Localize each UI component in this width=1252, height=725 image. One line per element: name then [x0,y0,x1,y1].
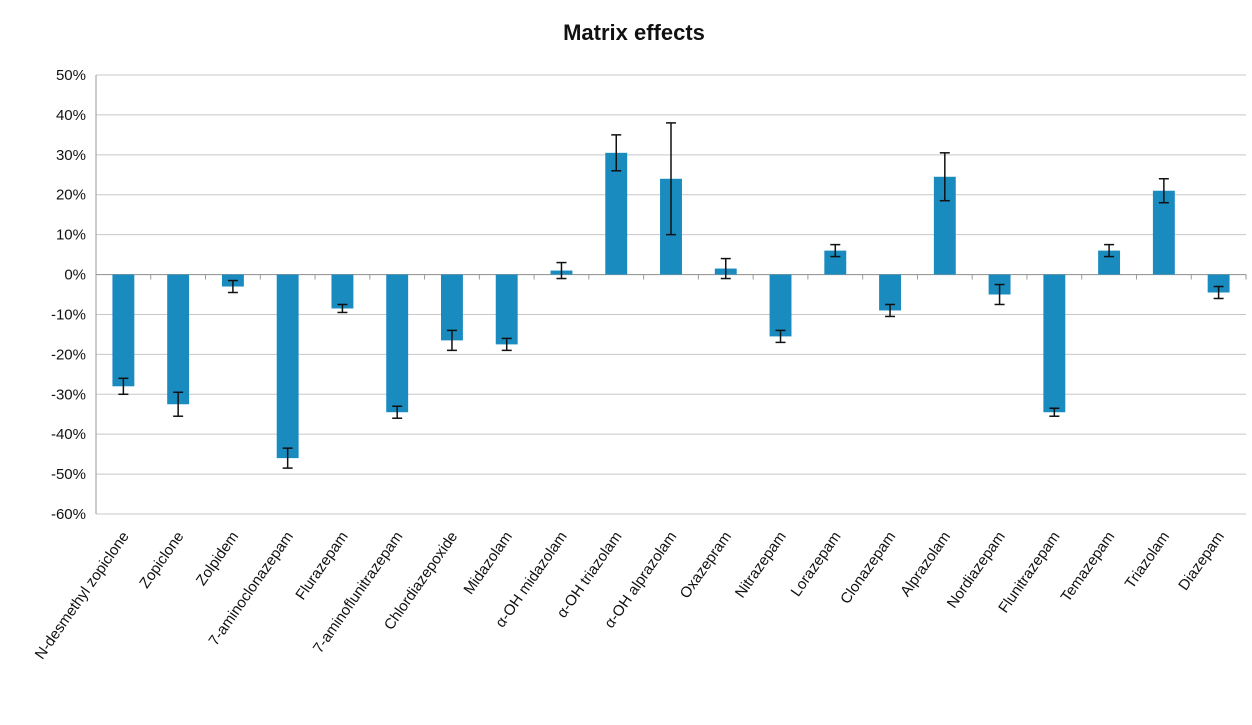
y-tick-label: -10% [51,306,86,323]
y-tick-label: -60% [51,506,86,523]
category-label: N-desmethyl zopiclone [32,529,133,663]
bar [605,152,628,275]
chart-title: Matrix effects [563,20,705,45]
y-tick-label: -30% [51,386,86,403]
bar [386,274,409,413]
bar [879,274,901,311]
bar [112,274,135,387]
category-label: Flurazepam [292,529,351,604]
bar [167,274,190,405]
category-label: Lorazepam [788,529,845,600]
category-label: Zolpidem [193,529,242,589]
category-label: Nitrazepam [732,529,790,602]
x-axis-category-labels: N-desmethyl zopiclone Zopiclone Zolpidem7-… [32,529,1228,663]
bar [441,274,463,341]
y-tick-label: -50% [51,466,86,483]
x-axis-ticks [95,274,1247,280]
y-tick-label: -20% [51,346,86,363]
category-label: Zopiclone [136,529,187,592]
bar [276,274,299,459]
y-tick-label: 30% [56,147,86,164]
category-label: Triazolam [1122,529,1173,592]
bar [933,176,956,275]
bar [824,250,847,275]
y-tick-label: -40% [51,426,86,443]
category-label: Nordiazepam [944,529,1009,612]
bar [1152,190,1175,275]
y-tick-label: 40% [56,107,86,124]
category-label: Oxazepram [677,529,735,602]
y-tick-label: 10% [56,227,86,244]
bar [1098,250,1121,275]
category-label: Clonazepam [837,529,899,608]
y-axis-tick-labels: 50% 40% 30% 20% 10% 0% -10% -20% -30% -40% -50% -60… [51,67,86,523]
category-label: Alprazolam [897,529,954,600]
category-label: Diazepam [1175,529,1228,594]
error-bars [118,122,1224,469]
y-tick-label: 20% [56,187,86,204]
bar [1207,274,1230,293]
bar [495,274,518,345]
y-tick-label: 50% [56,67,86,84]
category-label: Temazepam [1058,529,1119,606]
bar [1043,274,1066,413]
bar [769,274,792,337]
category-label: Midazolam [460,529,516,598]
y-tick-label: 0% [64,267,86,284]
bar [331,274,354,309]
